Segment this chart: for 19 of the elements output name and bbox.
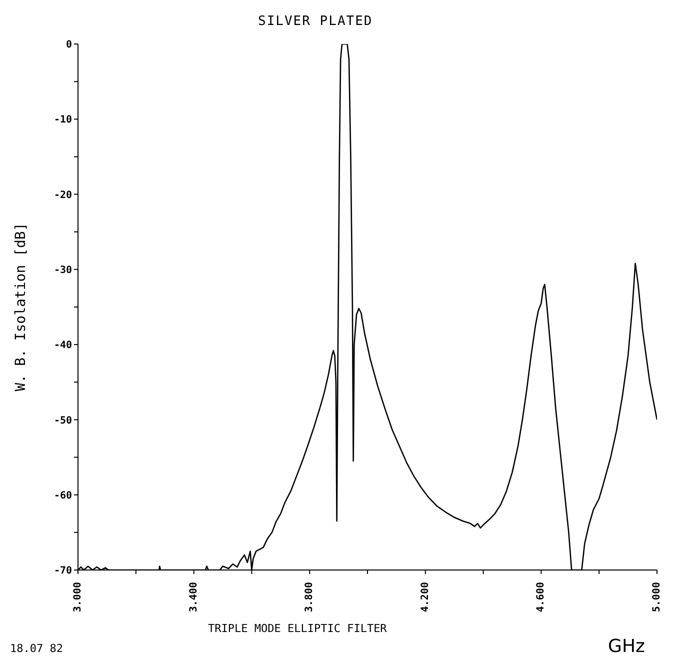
y-tick-label: -10: [54, 114, 72, 126]
x-tick-label: 3.400: [188, 582, 200, 612]
x-tick-label: 5.000: [652, 582, 662, 612]
x-tick-label: 3.000: [72, 582, 84, 612]
chart-title: SILVER PLATED: [258, 14, 373, 29]
y-tick-label: -50: [54, 415, 72, 426]
y-tick-label: 0: [66, 40, 72, 51]
y-tick-label: -60: [54, 490, 72, 502]
x-tick-label: 3.800: [304, 582, 316, 612]
x-tick-label: 4.600: [536, 582, 547, 612]
x-axis-title: TRIPLE MODE ELLIPTIC FILTER: [208, 622, 387, 635]
y-axis-title: W. B. Isolation [dB]: [12, 222, 29, 392]
y-tick-label: -70: [54, 566, 72, 577]
y-tick-label: -40: [54, 340, 72, 352]
y-tick-label: -30: [54, 264, 72, 276]
text: GHz: [608, 636, 645, 657]
text: 18.07 82: [10, 642, 63, 655]
y-tick-label: -20: [54, 190, 72, 201]
x-tick-label: 4.200: [420, 582, 431, 612]
